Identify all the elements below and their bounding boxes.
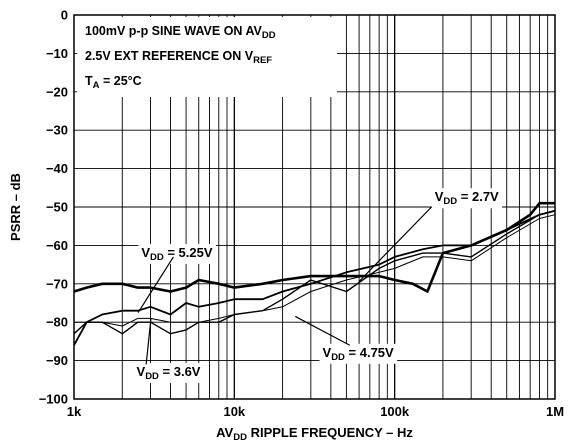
series-label-background [138,243,216,264]
note-line: 100mV p-p SINE WAVE ON AVDD [85,24,276,41]
series-label: VDD = 5.25V [141,245,213,263]
series-label-background [431,188,503,209]
y-tick-label: −50 [46,200,68,215]
x-tick-label: 10k [223,404,245,419]
y-tick-label: −90 [46,353,68,368]
y-tick-label: −10 [46,46,68,61]
x-tick-labels: 1k 10k 100k 1M [67,404,564,419]
series-line-1 [73,209,556,346]
series-label: VDD = 4.75V [323,345,395,363]
y-tick-label: −100 [39,392,68,407]
y-tick-label: −40 [46,161,68,176]
x-tick-label: 1k [67,404,82,419]
conditions-note: 100mV p-p SINE WAVE ON AVDD 2.5V EXT REFE… [77,17,337,97]
callout-leader-line [358,206,432,282]
y-tick-label: 0 [61,8,68,23]
note-line: 2.5V EXT REFERENCE ON VREF [85,49,272,66]
series-label-background [319,343,398,364]
note-line: TA = 25°C [85,74,142,91]
y-tick-label: −70 [46,276,68,291]
series-line-3 [74,214,556,327]
y-axis-label: PSRR – dB [8,173,23,241]
series-label: VDD = 2.7V [435,189,499,207]
series-label-background [133,362,204,383]
x-axis-label: AVDD RIPPLE FREQUENCY – Hz [216,425,413,443]
callout-leader-line [294,315,351,346]
series-callouts: VDD = 2.7V VDD = 5.25V VDD = 3.6V VDD = 4.7… [133,188,503,383]
y-tick-label: −30 [46,123,68,138]
y-tick-label: −60 [46,238,68,253]
y-tick-label: −80 [46,315,68,330]
plot-frame [73,14,556,400]
series-lines [73,201,556,346]
y-tick-label: −20 [46,84,68,99]
y-tick-labels: 0 −10 −20 −30 −40 −50 −60 −70 −80 −90 −100 [39,8,68,407]
x-tick-label: 1M [546,404,564,419]
callout-leader-line [137,256,174,313]
series-label: VDD = 3.6V [137,364,201,382]
series-line-2 [73,210,556,335]
x-tick-label: 100k [380,404,410,419]
callout-leader-line [145,318,152,365]
note-background [77,17,337,97]
